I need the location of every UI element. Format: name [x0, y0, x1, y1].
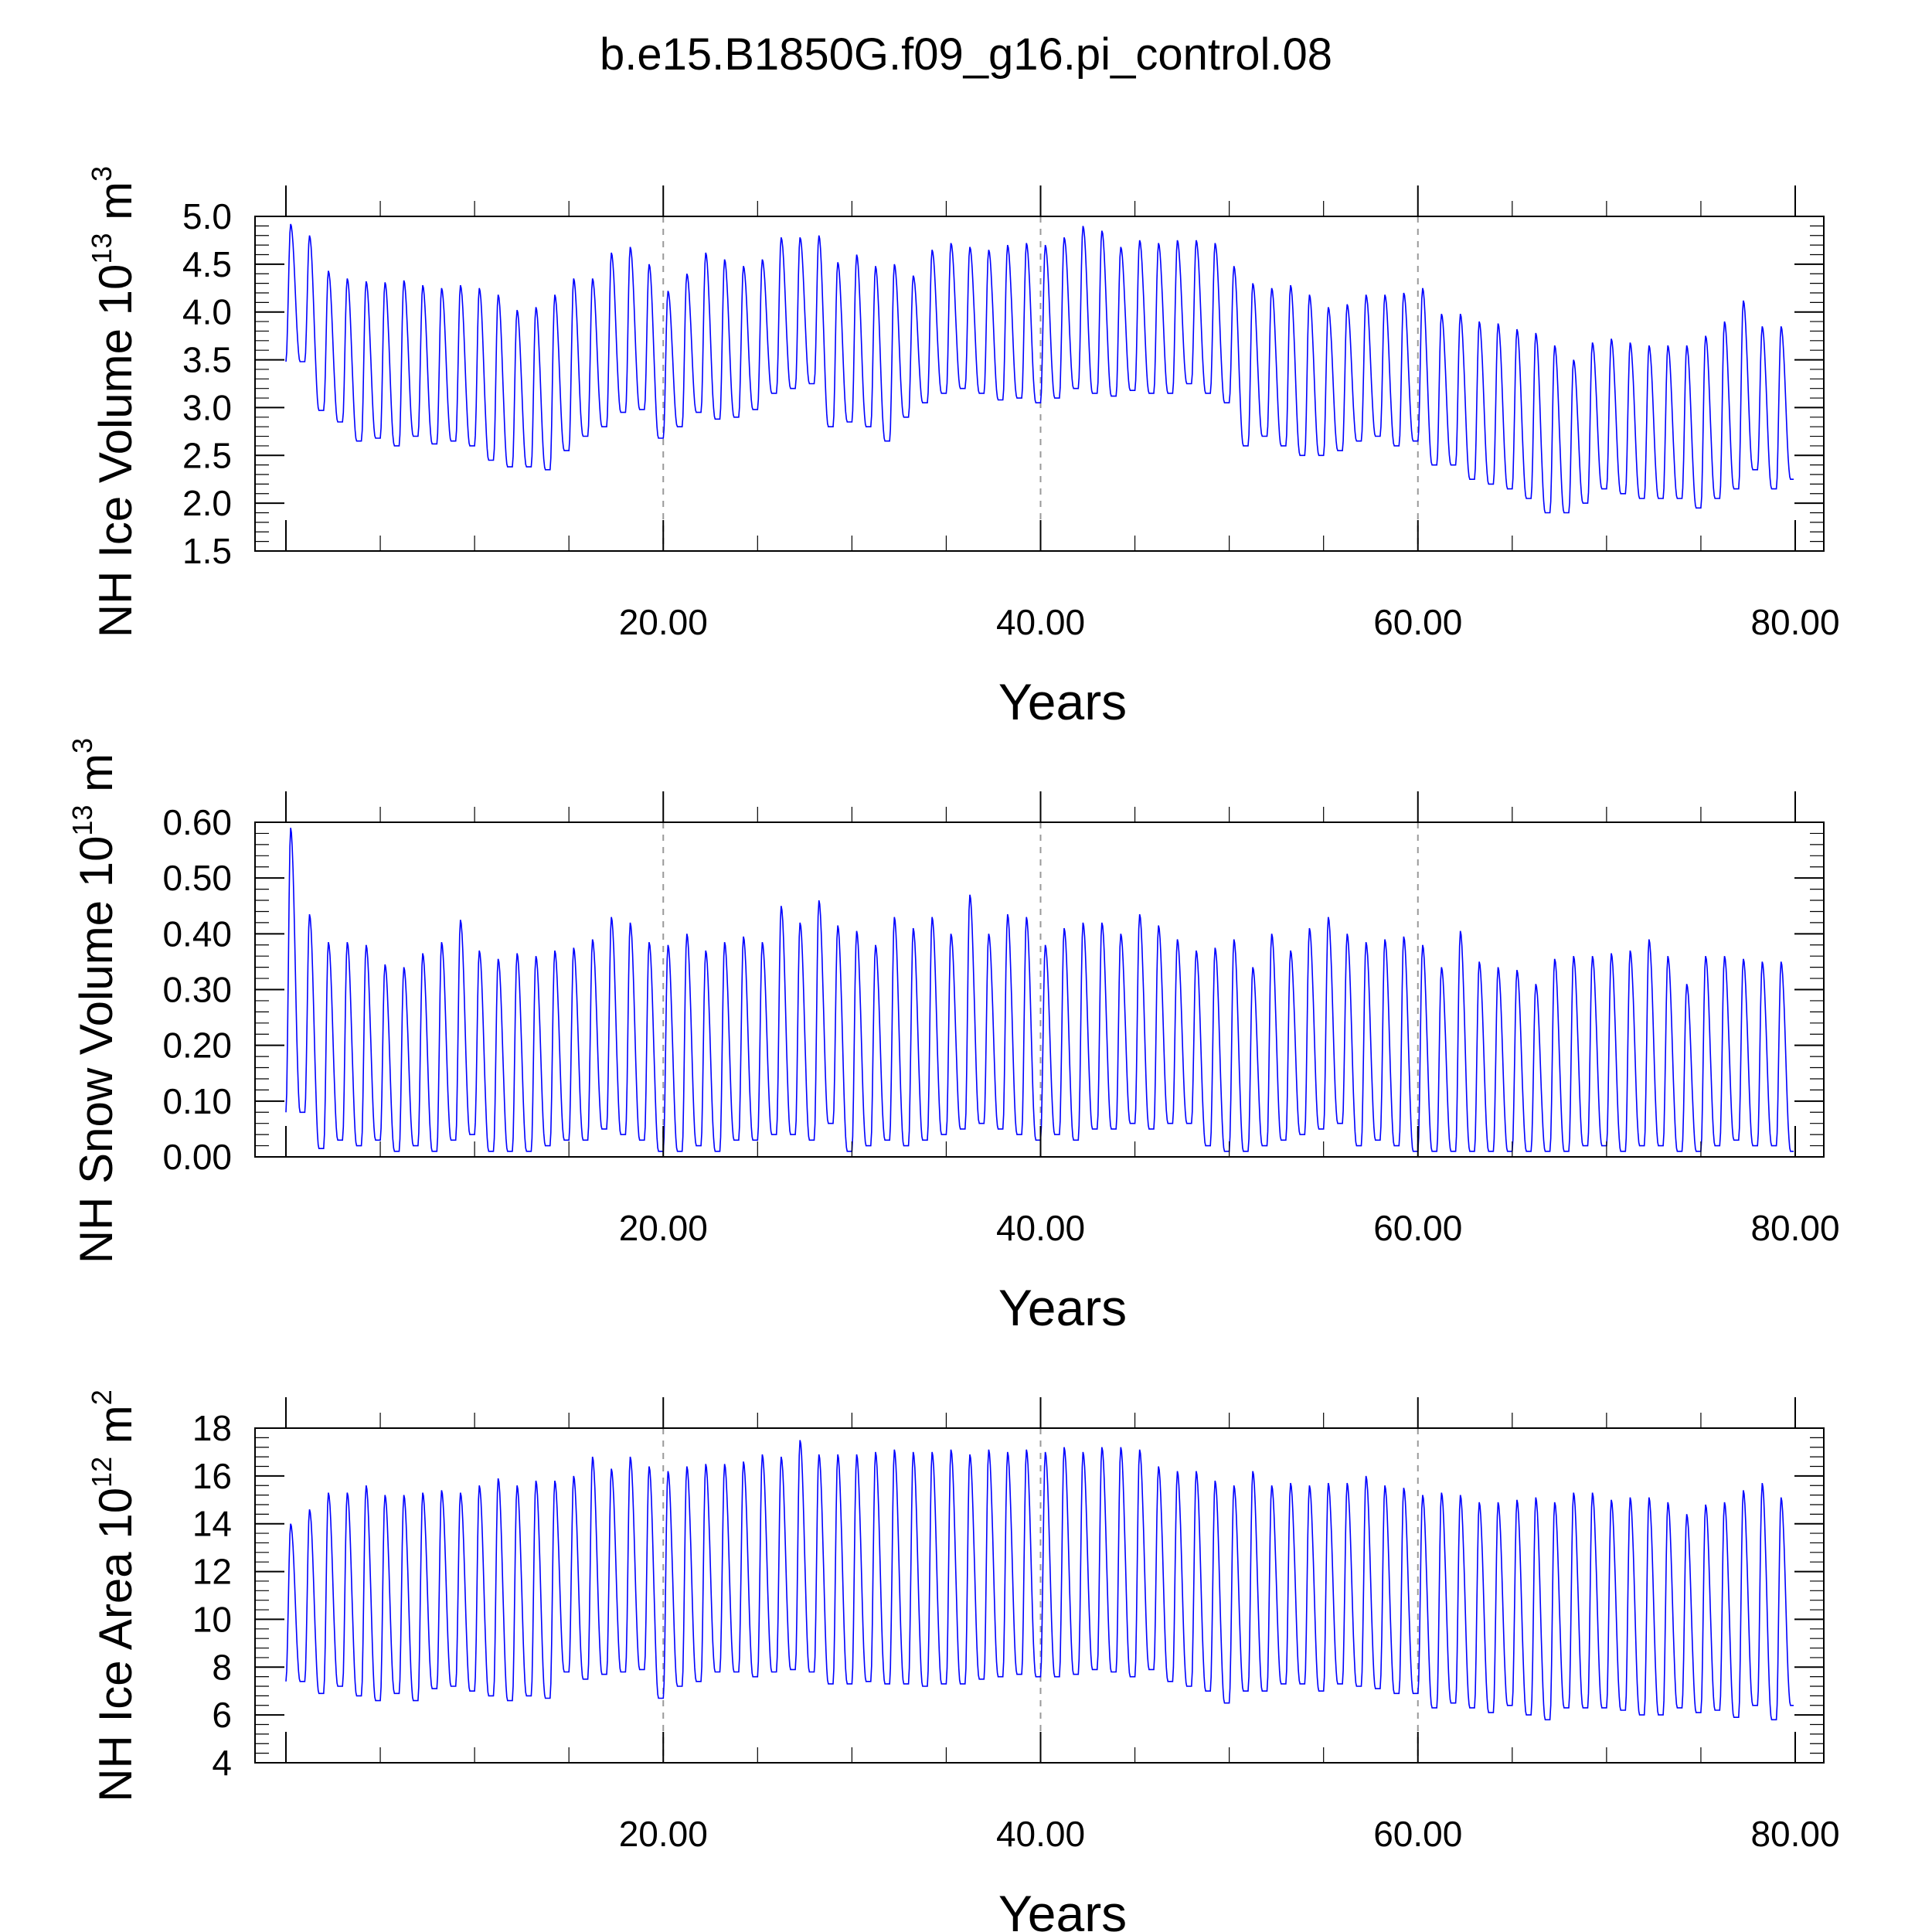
chart-panel-2: 0.00 0.10 0.20 0.30 0.40 0.50 0.60 20.00 40.00 60… — [66, 738, 1840, 1336]
y-tick-label: 0.20 — [162, 1026, 232, 1066]
y-tick-label: 8 — [212, 1647, 232, 1687]
x-tick-label: 60.00 — [1373, 602, 1462, 642]
y-axis-label-exponent: 3 — [66, 738, 98, 753]
y-tick-label: 5.0 — [182, 196, 232, 236]
y-tick-label: 0.30 — [162, 970, 232, 1010]
series-line — [285, 223, 1794, 514]
y-axis-label-text: m — [90, 1405, 141, 1457]
y-axis-label: NH Ice Volume 1013 m3 — [86, 166, 141, 638]
y-tick-label: 2.5 — [182, 435, 232, 475]
figure-title: b.e15.B1850G.f09_g16.pi_control.08 — [600, 29, 1332, 80]
x-tick-label: 60.00 — [1373, 1208, 1462, 1248]
y-tick-label: 0.40 — [162, 913, 232, 954]
x-tick-label: 20.00 — [619, 1208, 708, 1248]
chart-panels: 1.52.02.53.03.54.04.55.020.00 40.00 60.00 8… — [66, 166, 1840, 1932]
y-axis-label-exponent: 13 — [86, 233, 117, 264]
y-axis-label: NH Ice Area 1012 m2 — [86, 1389, 141, 1802]
x-tick-label: 40.00 — [996, 602, 1085, 642]
x-axis-label: Years — [998, 1279, 1127, 1336]
x-tick-label: 40.00 — [996, 1814, 1085, 1854]
y-tick-label: 16 — [192, 1456, 232, 1496]
y-tick-label: 0.50 — [162, 858, 232, 898]
y-axis-label-text: m — [90, 182, 141, 233]
y-axis-label-exponent: 3 — [86, 166, 117, 182]
y-tick-label: 4.0 — [182, 292, 232, 332]
series-line — [285, 1440, 1794, 1721]
y-tick-label: 3.5 — [182, 340, 232, 380]
y-tick-label: 0.00 — [162, 1137, 232, 1177]
y-tick-label: 4.5 — [182, 244, 232, 284]
x-tick-label: 60.00 — [1373, 1814, 1462, 1854]
y-tick-label: 6 — [212, 1695, 232, 1735]
y-axis-label-exponent: 2 — [86, 1389, 117, 1405]
y-tick-label: 12 — [192, 1552, 232, 1592]
chart-panel-3: 4 6 8 10 12 14 16 18 20.00 40.00 60.00 80.00 Years NH… — [86, 1389, 1840, 1932]
y-tick-label: 0.10 — [162, 1081, 232, 1121]
y-axis-label-exponent: 13 — [66, 805, 98, 836]
y-tick-label: 2.0 — [182, 483, 232, 523]
x-tick-label: 40.00 — [996, 1208, 1085, 1248]
y-axis-label-text: m — [70, 753, 122, 805]
y-axis-label-text: NH Snow Volume 10 — [70, 836, 122, 1264]
x-tick-label: 20.00 — [619, 602, 708, 642]
y-axis-label-text: NH Ice Area 10 — [90, 1488, 141, 1802]
x-axis-label: Years — [998, 673, 1127, 730]
plot-frame — [254, 216, 1825, 552]
y-axis-label-exponent: 12 — [86, 1457, 117, 1488]
x-tick-label: 80.00 — [1750, 602, 1839, 642]
y-tick-label: 14 — [192, 1504, 232, 1544]
plot-frame — [254, 1427, 1825, 1764]
y-tick-label: 18 — [192, 1408, 232, 1448]
x-tick-label: 80.00 — [1750, 1814, 1839, 1854]
y-tick-label: 1.5 — [182, 531, 232, 571]
y-tick-label: 0.60 — [162, 802, 232, 842]
y-tick-label: 3.0 — [182, 387, 232, 427]
x-tick-label: 20.00 — [619, 1814, 708, 1854]
y-axis-label-text: NH Ice Volume 10 — [90, 264, 141, 638]
chart-panel-1: 1.5 2.0 2.5 3.0 3.5 4.0 4.5 5.0 20.00 40.00 60.00 8… — [86, 166, 1840, 730]
x-axis-label: Years — [998, 1885, 1127, 1932]
y-tick-label: 4 — [212, 1743, 232, 1783]
y-axis-label: NH Snow Volume 1013 m3 — [66, 738, 122, 1264]
y-tick-label: 10 — [192, 1599, 232, 1639]
x-tick-label: 80.00 — [1750, 1208, 1839, 1248]
